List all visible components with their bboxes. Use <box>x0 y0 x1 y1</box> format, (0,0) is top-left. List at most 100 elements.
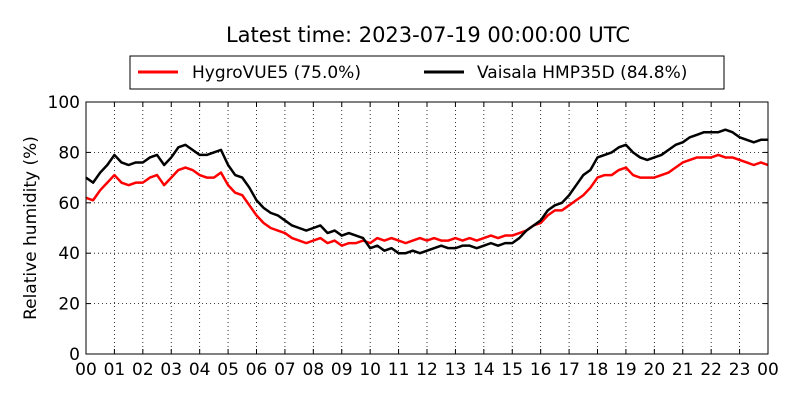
data-point <box>369 242 371 244</box>
data-point <box>341 245 343 247</box>
data-point <box>291 237 293 239</box>
data-point <box>461 245 464 247</box>
data-point <box>483 245 485 247</box>
data-point <box>611 151 613 153</box>
data-point <box>447 247 449 249</box>
data-point <box>454 237 457 239</box>
data-point <box>284 219 286 222</box>
data-point <box>738 159 741 161</box>
data-point <box>497 245 499 247</box>
x-tick-label: 03 <box>160 360 182 380</box>
x-tick-label: 00 <box>75 360 97 380</box>
data-point <box>405 242 407 244</box>
data-point <box>113 154 116 156</box>
data-point <box>476 247 478 249</box>
data-point <box>582 194 584 196</box>
data-point <box>710 156 712 159</box>
data-point <box>362 237 364 239</box>
data-point <box>128 184 130 186</box>
data-point <box>646 177 648 179</box>
data-point <box>746 139 748 141</box>
data-point <box>142 182 144 184</box>
data-point <box>490 234 492 237</box>
data-point <box>689 136 691 138</box>
data-point <box>618 169 620 171</box>
data-point <box>263 222 265 224</box>
legend: HygroVUE5 (75.0%) Vaisala HMP35D (84.8%) <box>129 55 725 90</box>
y-tick-label: 40 <box>58 244 80 264</box>
data-point <box>177 146 179 148</box>
data-point <box>348 242 350 244</box>
x-tick-label: 23 <box>729 360 751 380</box>
data-point <box>540 219 542 222</box>
data-point <box>511 242 513 244</box>
data-point <box>611 174 613 176</box>
x-tick-label: 08 <box>303 360 325 380</box>
data-point <box>731 156 734 159</box>
data-point <box>305 229 307 232</box>
data-point <box>632 151 634 153</box>
data-point <box>618 146 620 148</box>
gridlines <box>86 102 768 354</box>
x-tick-label: 15 <box>501 360 523 380</box>
data-point <box>106 182 108 184</box>
x-tick-label: 04 <box>189 360 211 380</box>
data-point <box>667 149 670 151</box>
data-point <box>753 141 755 143</box>
data-point <box>383 240 385 242</box>
data-point <box>746 161 748 164</box>
data-point <box>717 154 719 156</box>
data-point <box>504 242 506 244</box>
data-point <box>667 171 670 174</box>
data-point <box>469 245 471 247</box>
data-point <box>241 177 243 179</box>
data-point <box>568 194 570 196</box>
x-tick-label: 01 <box>104 360 126 380</box>
data-point <box>341 234 343 237</box>
data-point <box>355 242 357 244</box>
x-tick-label: 21 <box>672 360 694 380</box>
data-point <box>596 156 599 159</box>
data-point <box>547 209 549 211</box>
data-point <box>326 242 329 244</box>
series-0 <box>85 153 769 247</box>
data-point <box>575 184 577 186</box>
data-point <box>625 144 627 146</box>
data-point <box>156 154 158 156</box>
data-point <box>390 237 393 239</box>
data-point <box>255 199 258 201</box>
data-point <box>270 212 272 214</box>
series-lines <box>85 128 769 255</box>
data-point <box>163 184 165 186</box>
data-point <box>682 161 684 164</box>
data-point <box>206 177 208 179</box>
data-point <box>426 240 428 242</box>
data-point <box>135 161 137 164</box>
data-point <box>213 177 215 179</box>
data-point <box>92 199 94 201</box>
data-point <box>675 166 677 169</box>
data-point <box>191 169 194 171</box>
data-point <box>263 207 265 209</box>
data-point <box>412 240 414 242</box>
data-point <box>298 240 300 242</box>
data-point <box>248 187 250 189</box>
data-point <box>469 237 471 239</box>
y-tick-label: 80 <box>58 143 80 163</box>
data-point <box>682 141 684 143</box>
data-point <box>99 189 101 191</box>
data-point <box>312 240 314 242</box>
data-point <box>206 154 208 156</box>
data-point <box>440 240 442 242</box>
x-tick-label: 16 <box>530 360 552 380</box>
x-tick-label: 17 <box>558 360 580 380</box>
data-point <box>696 134 698 136</box>
data-point <box>561 209 563 211</box>
data-point <box>625 166 627 169</box>
data-point <box>696 156 698 159</box>
data-point <box>369 247 371 249</box>
data-point <box>476 240 478 242</box>
data-point <box>540 222 542 224</box>
data-point <box>589 187 592 189</box>
data-point <box>412 250 414 252</box>
